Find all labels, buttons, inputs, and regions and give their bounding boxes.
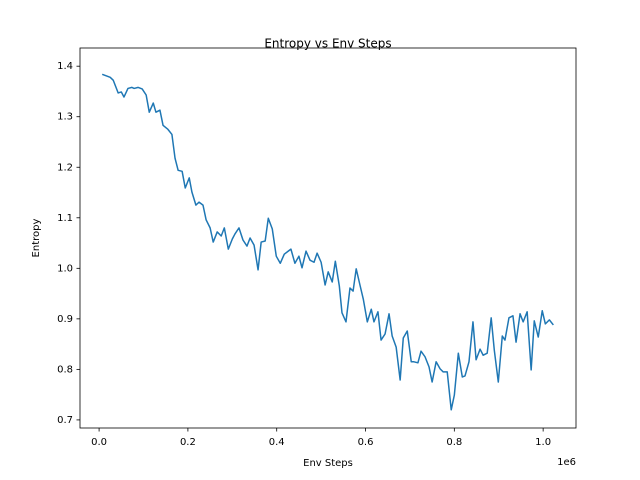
x-offset-label: 1e6	[557, 457, 576, 468]
line	[101, 73, 554, 411]
x-tick-label: 0.8	[446, 437, 462, 448]
x-tick-label: 0.4	[269, 437, 285, 448]
chart-title: Entropy vs Env Steps	[264, 37, 391, 51]
y-axis-label: Entropy	[31, 218, 42, 257]
y-tick-label: 1.0	[57, 263, 73, 274]
y-tick-label: 0.9	[57, 314, 73, 325]
y-tick-label: 0.8	[57, 364, 73, 375]
x-tick-label: 0.6	[358, 437, 374, 448]
y-tick-label: 1.2	[57, 162, 73, 173]
x-axis-label: Env Steps	[303, 458, 353, 469]
y-tick-label: 1.1	[57, 213, 73, 224]
x-tick-label: 0.2	[180, 437, 196, 448]
x-tick-label: 1.0	[535, 437, 551, 448]
y-tick-label: 1.4	[57, 61, 73, 72]
x-tick-label: 0.0	[91, 437, 107, 448]
axes-frame	[79, 47, 577, 429]
y-tick-label: 0.7	[57, 415, 73, 426]
y-tick-label: 1.3	[57, 112, 73, 123]
